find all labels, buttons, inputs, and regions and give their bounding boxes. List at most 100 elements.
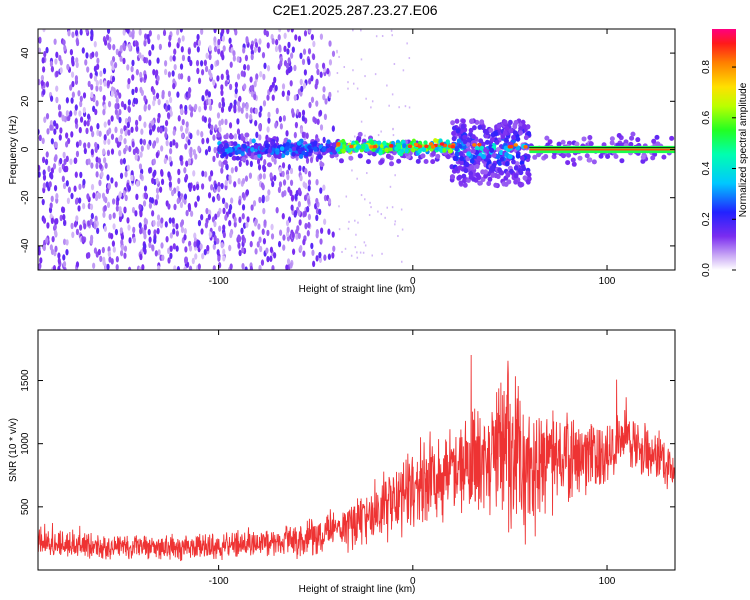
spectrogram-cell [266,65,271,72]
spectrogram-cell [331,125,335,132]
spectrogram-cell [155,69,159,76]
spectrogram-cell [70,131,74,138]
spectrogram-cell [160,242,164,249]
spectrogram-cell [187,75,191,83]
spectrogram-cell [623,139,629,145]
spectrogram-cell [328,59,333,66]
spectrogram-cell [148,236,152,243]
spectrogram-cell [249,138,253,145]
spectrogram-cell [75,228,80,236]
spectrogram-cell [461,118,466,124]
spectrogram-cell [169,232,173,239]
spectrogram-cell [309,156,314,164]
spectrogram-cell [360,120,363,123]
spectrogram-cell [271,94,275,101]
spectrogram-cell [160,178,165,186]
spectrogram-cell [167,203,171,210]
spectrogram-cell [171,70,175,77]
spectrogram-cell [273,252,277,259]
spectrogram-cell [362,251,365,254]
spectrogram-cell [83,120,87,127]
spectrogram-cell [411,147,416,153]
spectrogram-cell [320,227,324,234]
spectrogram-cell [469,118,474,124]
spectrogram-cell [169,147,173,155]
spectrogram-cell [185,209,189,217]
spectrogram-cell [39,257,43,264]
spectrogram-cell [74,29,79,37]
spectrogram-cell [250,204,254,211]
spectrogram-cell [46,222,50,229]
spectrogram-cell [364,198,366,201]
spectrogram-cell [222,207,226,215]
spectrogram-cell [233,106,237,114]
spectrogram-cell [315,62,319,70]
spectrogram-cell [152,88,156,96]
spectrogram-cell [250,147,255,152]
spectrogram-cell [256,158,261,165]
spectrogram-cell [307,221,311,229]
spectrogram-cell [312,141,317,147]
spectrogram-cell [249,160,253,168]
spectrogram-cell [544,135,550,141]
spectrogram-cell [404,148,409,154]
spectrogram-cell [188,245,193,252]
spectrogram-cell [302,82,307,89]
spectrogram-cell [162,29,167,37]
spectrogram-cell [388,146,393,152]
spectrogram-cell [176,91,180,98]
spectrogram-cell [197,263,201,270]
spectrogram-cell [343,66,346,69]
spectrogram-cell [315,178,319,186]
spectrogram-cell [430,145,436,149]
snr-ticks: -100 0 100 500 1000 1500 [20,330,675,587]
spectrogram-cell [180,73,184,80]
spectrogram-cell [246,216,250,223]
spectrogram-cell [53,38,57,45]
spectrogram-cell [484,139,490,145]
spectrogram-cell [454,151,460,157]
spectrogram-cell [93,75,98,82]
spectrogram-cell [312,146,318,152]
spectrogram-cell [449,174,455,180]
spectrogram-cell [102,67,107,75]
spectrogram-cell [271,180,275,188]
spectrogram-cell [59,214,63,222]
spectrogram-cell [209,170,214,177]
spectrogram-cell [123,137,127,145]
snr-y-tick-label: 1000 [20,432,31,455]
spectrogram-cell [65,110,69,117]
spectrogram-cell [475,172,481,178]
spectrogram-cell [59,67,63,74]
spectrogram-cell [335,147,341,153]
spectrogram-cell [315,214,319,222]
spectrogram-cell [286,89,291,97]
spectrogram-cell [374,73,377,76]
spectrogram-cell [110,232,114,240]
spectrogram-cell [322,146,327,152]
spectrogram-cell [173,48,177,55]
spectrogram-cell [241,102,246,109]
spectrogram-cell [208,53,212,61]
spectrogram-y-axis-label: Frequency (Hz) [8,116,19,185]
spectrogram-cell [474,163,480,170]
spectrogram-x-axis-label: Height of straight line (km) [299,284,416,295]
spectrogram-cell [103,225,107,232]
spectrogram-cell [221,35,225,42]
spectrogram-cell [513,179,518,185]
spectrogram-cell [115,205,119,212]
spectrogram-cell [502,130,508,136]
spectrogram-cell [59,157,63,165]
spectrogram-cell [428,142,434,146]
spectrogram-cell [244,266,248,270]
spectrogram-cell [237,177,241,185]
spectrogram-cell [279,146,285,152]
spectrogram-cell [397,235,399,238]
spectrogram-cell [62,151,66,159]
spectrogram-cell [55,123,59,130]
spectrogram-cell [87,80,91,88]
spectrogram-cell [156,214,161,221]
spectrogram-cell [123,245,128,252]
spectrogram-cell [177,177,181,185]
spectrogram-cell [173,63,177,71]
